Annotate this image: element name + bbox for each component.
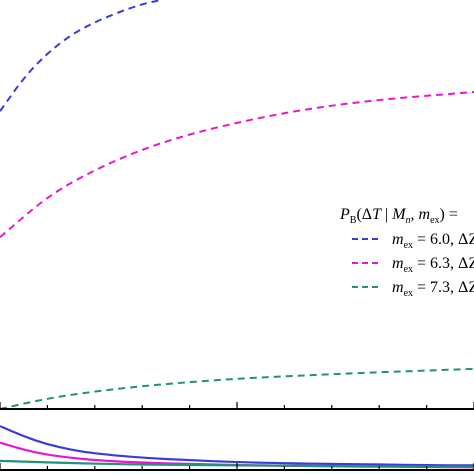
- legend-entry-3-rest: = 7.3, ΔZ: [413, 279, 474, 296]
- legend-entry-2: mex = 6.3, ΔZ: [392, 255, 474, 275]
- axes: [0, 408, 474, 471]
- legend-title-p-sub: B: [350, 215, 357, 226]
- legend-entry-2-sub: ex: [404, 264, 413, 275]
- legend-entry-1-rest: = 6.0, ΔZ: [413, 231, 474, 248]
- legend-entry-1-sub: ex: [404, 240, 413, 251]
- upper-series-magenta-dashed: [0, 91, 474, 238]
- legend-title-p: P: [339, 206, 350, 223]
- legend-title-mex: m: [419, 206, 431, 223]
- legend-title-m: M: [391, 206, 407, 223]
- legend-entry-3-m: m: [392, 279, 404, 296]
- legend-entry-1: mex = 6.0, ΔZ: [392, 231, 474, 251]
- legend-title-m-sub: n: [406, 215, 411, 226]
- legend-title-close: ) =: [440, 206, 458, 223]
- lower-series-blue-solid: [0, 425, 474, 467]
- upper-series-blue-dashed: [0, 0, 162, 112]
- legend-entry-2-m: m: [392, 255, 404, 272]
- upper-series-green-dashed: [0, 367, 474, 410]
- legend-title-mex-sub: ex: [430, 215, 439, 226]
- legend-entry-1-m: m: [392, 231, 404, 248]
- lower-series-green-solid: [0, 459, 474, 468]
- axis-ticks: [0, 402, 474, 470]
- legend-title: PB(ΔT | Mn, mex) =: [339, 206, 458, 226]
- legend-title-open: (Δ: [356, 206, 372, 223]
- legend-entry-2-rest: = 6.3, ΔZ: [413, 255, 474, 272]
- legend-entry-3-sub: ex: [404, 288, 413, 299]
- legend-title-bar: |: [381, 206, 392, 223]
- legend-entry-3: mex = 7.3, ΔZ: [392, 279, 474, 299]
- legend-title-t: T: [372, 206, 382, 223]
- legend: PB(ΔT | Mn, mex) = mex = 6.0, ΔZ mex = 6…: [339, 206, 474, 299]
- legend-title-comma: ,: [411, 206, 419, 223]
